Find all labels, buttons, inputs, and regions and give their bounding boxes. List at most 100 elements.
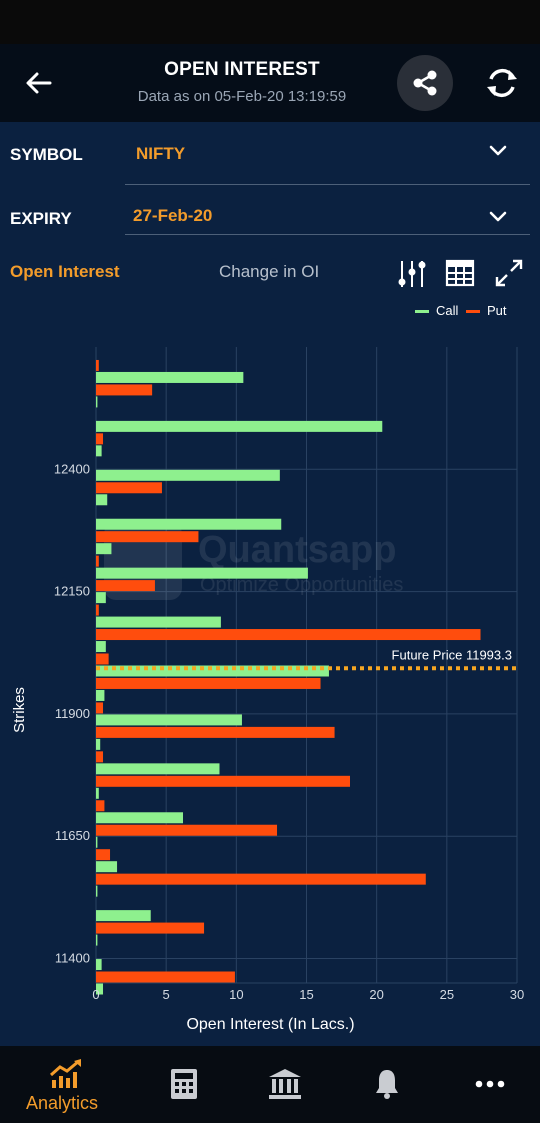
bank-icon (269, 1069, 301, 1099)
call-bar (96, 836, 98, 848)
call-bar (96, 763, 220, 775)
call-bar (96, 396, 98, 408)
legend-call: Call (415, 303, 458, 318)
put-bar (96, 824, 278, 836)
expiry-select[interactable]: 27-Feb-20 (133, 206, 213, 225)
app-bar: OPEN INTEREST Data as on 05-Feb-20 13:19… (0, 44, 540, 122)
page-title: OPEN INTEREST (164, 59, 320, 80)
table-grid-icon (445, 259, 475, 287)
tab-open-interest[interactable]: Open Interest (10, 262, 120, 281)
nav-bank[interactable] (250, 1046, 320, 1123)
call-bar (96, 494, 108, 506)
put-bar (96, 726, 335, 738)
expiry-label: EXPIRY (10, 209, 72, 228)
call-bar (96, 543, 112, 555)
put-bar (96, 604, 99, 616)
bell-icon (376, 1070, 398, 1099)
y-axis-title: Strikes (11, 687, 28, 733)
nav-calculator[interactable] (150, 1046, 220, 1123)
symbol-dropdown-button[interactable] (487, 143, 509, 164)
refresh-icon (487, 68, 517, 98)
put-bar (96, 384, 153, 396)
put-bar (96, 482, 162, 494)
back-arrow-icon (26, 72, 52, 94)
chart-axes: 0 5 10 15 20 25 30 12400 12150 11900 11650 11400 Ope… (11, 461, 524, 1033)
put-bar (96, 629, 481, 641)
call-bar (96, 445, 102, 457)
legend-put-label: Put (487, 303, 507, 318)
legend-call-label: Call (436, 303, 459, 318)
call-bar (96, 959, 102, 971)
y-tick-label: 12400 (54, 461, 90, 476)
call-bar (96, 665, 329, 677)
put-bar (96, 531, 199, 543)
call-bar (96, 812, 184, 824)
put-bar (96, 775, 351, 787)
call-bar (96, 371, 244, 383)
data-timestamp: Data as on 05-Feb-20 13:19:59 (137, 88, 347, 105)
back-button[interactable] (22, 68, 56, 98)
y-tick-label: 11400 (55, 951, 90, 966)
y-tick-label: 11650 (55, 828, 90, 843)
x-tick-label: 20 (369, 987, 383, 1002)
call-bar (96, 689, 105, 701)
bottom-navigation (0, 1046, 540, 1123)
tab-change-in-oi[interactable]: Change in OI (219, 262, 320, 281)
legend-put-swatch (466, 310, 480, 314)
put-bar (96, 751, 104, 763)
call-bar (96, 787, 99, 799)
call-bar (96, 885, 98, 897)
fullscreen-button[interactable] (494, 258, 524, 293)
nav-alerts[interactable] (355, 1046, 420, 1123)
x-tick-label: 10 (229, 987, 243, 1002)
table-view-button[interactable] (445, 259, 475, 292)
call-bar (96, 738, 101, 750)
filter-button[interactable] (396, 258, 428, 295)
call-bar (96, 616, 221, 628)
share-button[interactable] (397, 55, 453, 111)
symbol-label: SYMBOL (10, 145, 83, 164)
more-dots-icon (475, 1080, 505, 1088)
filter-sliders-icon (398, 261, 426, 287)
watermark-name: Quantsapp (198, 529, 396, 571)
chevron-down-icon (489, 145, 507, 156)
put-bar (96, 555, 99, 567)
legend-put: Put (466, 303, 507, 318)
chart-bars (96, 359, 481, 995)
put-bar (96, 359, 99, 371)
refresh-button[interactable] (483, 64, 521, 107)
call-bar (96, 469, 280, 481)
x-tick-label: 25 (440, 987, 454, 1002)
y-tick-label: 11900 (55, 706, 90, 721)
expiry-dropdown-button[interactable] (487, 209, 509, 230)
chart-trend-icon (50, 1059, 81, 1088)
put-bar (96, 971, 235, 983)
call-bar (96, 983, 104, 995)
legend-call-swatch (415, 310, 429, 314)
call-bar (96, 714, 242, 726)
x-tick-label: 30 (510, 987, 524, 1002)
nav-analytics[interactable] (0, 1046, 130, 1123)
calculator-icon (171, 1069, 197, 1099)
nav-more[interactable] (455, 1046, 525, 1123)
call-bar (96, 518, 282, 530)
call-bar (96, 934, 98, 946)
call-bar (96, 861, 118, 873)
put-bar (96, 873, 426, 885)
chart-grid (95, 347, 518, 984)
put-bar (96, 433, 104, 445)
x-axis-title: Open Interest (In Lacs.) (186, 1016, 354, 1033)
call-bar (96, 641, 106, 653)
chevron-down-icon (489, 211, 507, 222)
x-tick-label: 0 (92, 987, 99, 1002)
x-tick-label: 5 (163, 987, 170, 1002)
future-price-label: Future Price 11993.3 (392, 647, 512, 662)
open-interest-chart: Quantsapp Optimize Opportunities Future … (11, 347, 524, 1033)
put-bar (96, 653, 109, 665)
put-bar (96, 849, 111, 861)
expiry-underline (125, 234, 530, 235)
put-bar (96, 800, 105, 812)
call-bar (96, 567, 308, 579)
call-bar (96, 420, 383, 432)
symbol-select[interactable]: NIFTY (136, 144, 186, 163)
